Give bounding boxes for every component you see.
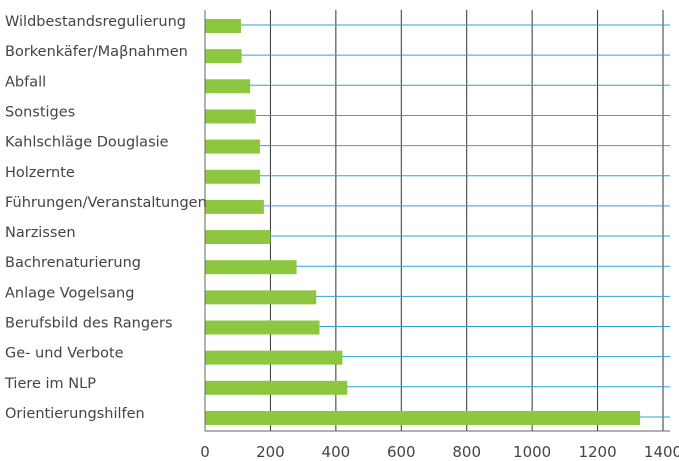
bars-group	[205, 19, 641, 425]
category-label: Führungen/Veranstaltungen	[5, 195, 207, 211]
category-label: Narzissen	[5, 225, 76, 241]
x-tick-label: 1200	[578, 443, 616, 461]
axes-group	[204, 10, 670, 432]
bar	[205, 230, 271, 245]
category-label: Borkenkäfer/Maβnahmen	[5, 44, 188, 60]
x-tick-label: 400	[322, 443, 351, 461]
x-tick-label: 800	[452, 443, 481, 461]
category-label: Anlage Vogelsang	[5, 285, 134, 301]
bar	[205, 260, 297, 275]
category-label: Orientierungshilfen	[5, 406, 145, 422]
bar	[205, 410, 641, 425]
bar	[205, 49, 242, 64]
x-tick-label: 1000	[513, 443, 551, 461]
x-tick-label: 200	[256, 443, 285, 461]
bar	[205, 350, 343, 365]
bar	[205, 169, 260, 184]
x-tick-label: 1400	[644, 443, 679, 461]
category-label: Holzernte	[5, 165, 75, 181]
x-tick-label: 600	[387, 443, 416, 461]
category-label: Wildbestandsregulierung	[5, 14, 186, 30]
bar	[205, 380, 348, 395]
bar	[205, 290, 317, 305]
category-label: Berufsbild des Rangers	[5, 316, 173, 332]
bar	[205, 320, 320, 335]
x-tick-labels: 0 200 400 600 800 1000 1200 1400	[200, 443, 679, 461]
x-tick-label: 0	[200, 443, 210, 461]
bar	[205, 199, 264, 214]
bar	[205, 109, 256, 124]
category-labels: Wildbestandsregulierung Borkenkäfer/Maβna…	[4, 14, 207, 422]
bar	[205, 19, 241, 33]
category-label: Abfall	[5, 74, 46, 90]
vertical-gridlines	[269, 10, 664, 431]
category-label: Tiere im NLP	[4, 376, 96, 392]
category-label: Kahlschläge Douglasie	[5, 135, 169, 151]
bar	[205, 79, 251, 94]
category-label: Bachrenaturierung	[5, 255, 141, 271]
category-label: Sonstiges	[5, 104, 75, 120]
bar	[205, 139, 260, 154]
category-label: Ge- und Verbote	[5, 346, 124, 362]
